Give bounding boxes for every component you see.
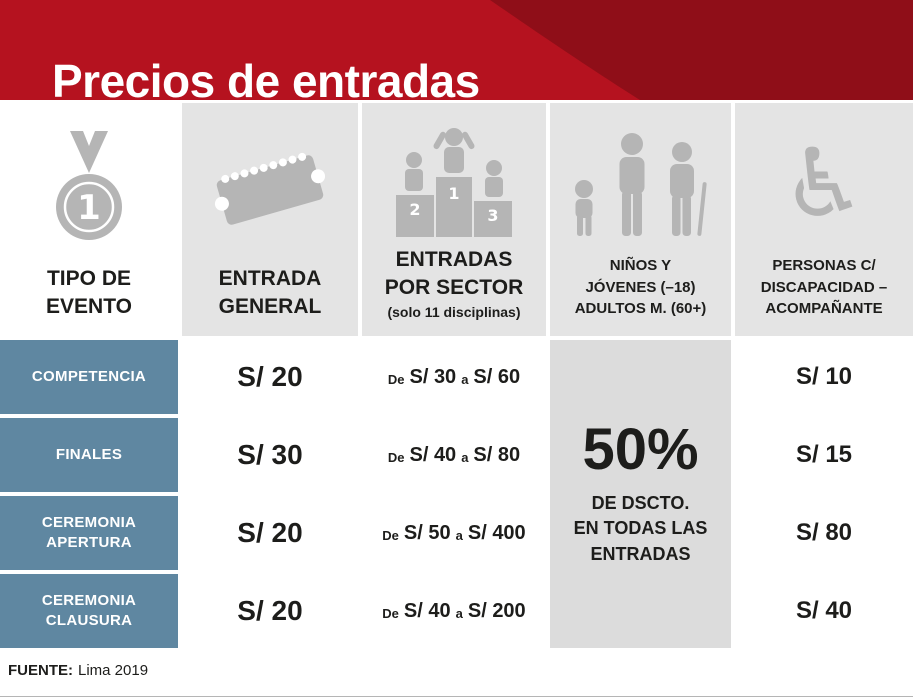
column-header-ninos-jovenes-adultos: NIÑOS Y JÓVENES (–18) ADULTOS M. (60+) [550, 103, 731, 336]
row-header-competencia: COMPETENCIA [0, 340, 178, 414]
sector-from: S/ 30 [409, 365, 457, 388]
sector-to: S/ 60 [473, 365, 521, 388]
discount-cell: 50% DE DSCTO. EN TODAS LAS ENTRADAS [550, 340, 731, 648]
cell-sector: De S/ 40 a S/ 200 [362, 574, 546, 648]
svg-text:1: 1 [448, 184, 459, 203]
people-group-icon [556, 115, 725, 255]
row-header-finales: FINALES [0, 418, 178, 492]
cell-sector: De S/ 50 a S/ 400 [362, 496, 546, 570]
column-header-entrada-general: ENTRADA GENERAL [182, 103, 358, 336]
sector-prefix: De [387, 449, 405, 465]
svg-text:3: 3 [487, 206, 498, 225]
podium-icon: 2 1 3 [368, 115, 540, 246]
row-header-ceremonia-clausura: CEREMONIA CLAUSURA [0, 574, 178, 648]
sector-connector: a [455, 527, 463, 543]
banner-accent-shape [490, 0, 913, 100]
source-label: FUENTE: [8, 662, 73, 679]
column-header-label: ENTRADA GENERAL [218, 267, 322, 318]
cell-general: S/ 20 [182, 496, 358, 570]
sector-to: S/ 200 [467, 599, 526, 622]
sector-from: S/ 50 [403, 521, 451, 544]
column-header-label: NIÑOS Y JÓVENES (–18) ADULTOS M. (60+) [574, 256, 707, 318]
price-table: 1 TIPO DE EVENTO [0, 103, 913, 648]
column-header-label: ENTRADAS POR SECTOR [384, 248, 524, 299]
cell-discapacidad: S/ 40 [735, 574, 913, 648]
column-header-sublabel: (solo 11 disciplinas) [387, 304, 521, 320]
discount-percent: 50% [582, 417, 699, 483]
sector-prefix: De [382, 605, 399, 621]
cell-discapacidad: S/ 80 [735, 496, 913, 570]
sector-connector: a [461, 449, 469, 465]
sector-connector: a [461, 371, 469, 387]
banner: Precios de entradas [0, 0, 913, 100]
source-value: Lima 2019 [78, 662, 149, 679]
column-header-entradas-por-sector: 2 1 3 ENTRADAS POR SECTOR (solo 11 disci… [362, 103, 546, 336]
sector-from: S/ 40 [409, 443, 457, 466]
bottom-rule [0, 696, 913, 697]
column-header-tipo-de-evento: 1 TIPO DE EVENTO [0, 103, 178, 336]
svg-text:1: 1 [77, 188, 101, 228]
sector-from: S/ 40 [403, 599, 451, 622]
medal-icon: 1 [6, 115, 172, 265]
column-header-label: PERSONAS C/ DISCAPACIDAD – ACOMPAÑANTE [760, 256, 888, 318]
cell-sector: De S/ 40 a S/ 80 [362, 418, 546, 492]
cell-discapacidad: S/ 15 [735, 418, 913, 492]
cell-sector: De S/ 30 a S/ 60 [362, 340, 546, 414]
cell-general: S/ 20 [182, 340, 358, 414]
sector-connector: a [455, 605, 463, 621]
sector-prefix: De [387, 371, 405, 387]
cell-discapacidad: S/ 10 [735, 340, 913, 414]
row-header-ceremonia-apertura: CEREMONIA APERTURA [0, 496, 178, 570]
wheelchair-icon: ♿ [781, 129, 867, 240]
cell-general: S/ 30 [182, 418, 358, 492]
sector-to: S/ 80 [473, 443, 521, 466]
svg-text:2: 2 [409, 200, 420, 219]
column-header-personas-discapacidad: ♿ PERSONAS C/ DISCAPACIDAD – ACOMPAÑANTE [735, 103, 913, 336]
column-header-label: TIPO DE EVENTO [46, 267, 132, 318]
discount-line1: DE DSCTO. [591, 493, 690, 514]
ticket-icon [188, 115, 352, 265]
cell-general: S/ 20 [182, 574, 358, 648]
sector-prefix: De [382, 527, 399, 543]
source-note: FUENTE: Lima 2019 [0, 648, 913, 679]
discount-line2: EN TODAS LAS ENTRADAS [573, 518, 708, 564]
sector-to: S/ 400 [467, 521, 526, 544]
page-title: Precios de entradas [52, 54, 480, 100]
